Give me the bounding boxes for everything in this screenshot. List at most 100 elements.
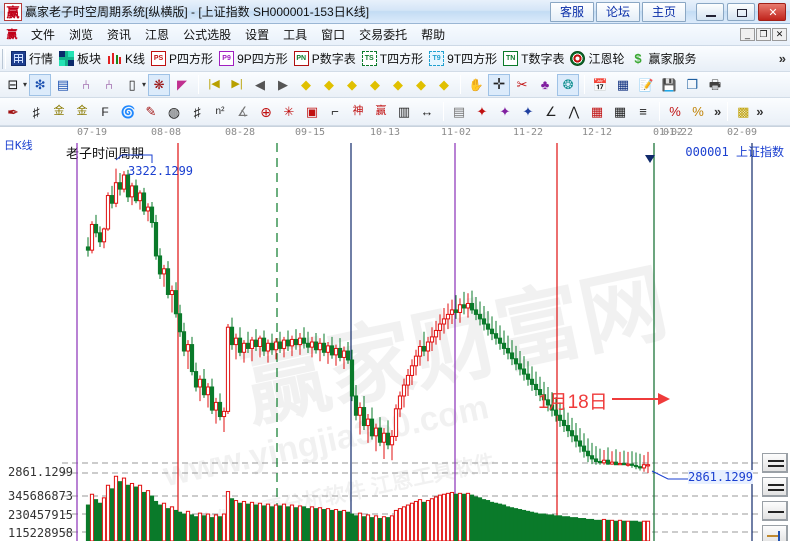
mdi-restore-button[interactable]: ❐ (756, 28, 771, 41)
indicator-9-button[interactable]: ⑃ (98, 74, 120, 96)
customer-service-button[interactable]: 客服 (550, 1, 594, 22)
toolbar-sector[interactable]: 板块 (57, 49, 105, 68)
toolbar-quotes[interactable]: 行情 (9, 49, 57, 68)
indicator-3-button[interactable]: ⑃ (75, 74, 97, 96)
menu-item-browse[interactable]: 浏览 (69, 28, 94, 42)
rays-red-button[interactable]: ✦ (471, 101, 493, 123)
ying-tool-button[interactable]: 赢 (370, 101, 392, 123)
percent-table-button[interactable]: % (687, 101, 709, 123)
flag-button[interactable]: ◤ (171, 74, 193, 96)
starburst-tool-button[interactable]: ✳ (278, 101, 300, 123)
compress-x-button[interactable]: ◆ (364, 74, 386, 96)
fan-lines-button[interactable]: ∠ (540, 101, 562, 123)
measure-tool-button[interactable]: ↔ (416, 101, 438, 123)
prev-button[interactable]: ◀ (249, 74, 271, 96)
gold-band-button[interactable]: 金 (71, 101, 93, 123)
menu-item-news[interactable]: 资讯 (107, 28, 132, 42)
shift-left-button[interactable]: ◆ (295, 74, 317, 96)
last-button[interactable]: ▶| (226, 74, 248, 96)
hand-tool-button[interactable]: ✋ (465, 74, 487, 96)
homepage-button[interactable]: 主页 (642, 1, 686, 22)
color-grid-button[interactable]: ▩ (732, 101, 754, 123)
menu-item-window[interactable]: 窗口 (321, 28, 346, 42)
toolbar-p-square[interactable]: PS P四方形 (149, 49, 217, 68)
drawing-overflow-button-2[interactable]: » (756, 104, 764, 119)
percent-line-button[interactable]: % (664, 101, 686, 123)
column-button[interactable]: ▯ (121, 74, 143, 96)
step-tool-button[interactable]: ⌐ (324, 101, 346, 123)
calendar-button[interactable]: 📅 (589, 74, 611, 96)
drawing-overflow-button[interactable]: » (714, 104, 722, 119)
brain-button[interactable]: ❂ (557, 73, 580, 96)
expand-y-button[interactable]: ◆ (387, 74, 409, 96)
marker-tool-button[interactable]: ✎ (140, 101, 162, 123)
toolbar-kline[interactable]: K线 (105, 49, 149, 68)
fit-view-button[interactable] (762, 501, 788, 521)
spiral-tool-button[interactable]: 🌀 (117, 101, 139, 123)
toolbar-p-number-table[interactable]: PN P数字表 (292, 49, 360, 68)
toolbar-9t-square[interactable]: T9 9T四方形 (427, 49, 501, 68)
scissors-button[interactable]: ✂ (511, 74, 533, 96)
ladder-tool-button[interactable]: ♯ (186, 101, 208, 123)
close-button[interactable]: ✕ (758, 2, 786, 21)
toolbar-overflow-button[interactable]: » (778, 51, 786, 66)
menu-item-formula-stock-pick[interactable]: 公式选股 (183, 28, 232, 42)
zoom-out-button[interactable] (762, 453, 788, 473)
mdi-close-button[interactable]: ✕ (772, 28, 787, 41)
forum-button[interactable]: 论坛 (596, 1, 640, 22)
rays-blue-button[interactable]: ✦ (517, 101, 539, 123)
fit-button[interactable]: ◆ (433, 74, 455, 96)
box-target-button[interactable]: ▣ (301, 101, 323, 123)
grid-black-button[interactable]: ▦ (609, 101, 631, 123)
circle-grid-button[interactable]: ◍ (163, 101, 185, 123)
menu-item-settings[interactable]: 设置 (245, 28, 270, 42)
menu-item-help[interactable]: 帮助 (421, 28, 446, 42)
toolbar-t-number-table[interactable]: TN T数字表 (501, 49, 568, 68)
crosshair-tool-button[interactable]: ✛ (488, 73, 511, 96)
toolbar-grip[interactable] (2, 48, 6, 69)
minimize-button[interactable] (696, 2, 724, 21)
calculator-button[interactable]: ▦ (612, 74, 634, 96)
copy-button[interactable]: ❐ (681, 74, 703, 96)
gold-ratio-button[interactable]: 金 (48, 101, 70, 123)
layout-button[interactable]: ⊟ (2, 74, 24, 96)
shen-tool-button[interactable]: 神 (347, 101, 369, 123)
network-button[interactable]: ❇ (29, 73, 52, 96)
parallel-button[interactable]: ≡ (632, 101, 654, 123)
print-button[interactable]: 🖶 (704, 74, 726, 96)
toolbar-9p-square[interactable]: P9 9P四方形 (217, 49, 292, 68)
sketch-button[interactable]: ❋ (148, 73, 171, 96)
menu-item-tools[interactable]: 工具 (283, 28, 308, 42)
fan-tool-button[interactable]: F (94, 101, 116, 123)
notes-button[interactable]: 📝 (635, 74, 657, 96)
next-button[interactable]: ▶ (272, 74, 294, 96)
fork-tool-button[interactable]: ♯ (25, 101, 47, 123)
zigzag-button[interactable]: ⋀ (563, 101, 585, 123)
maximize-button[interactable] (727, 2, 755, 21)
menu-item-file[interactable]: 文件 (31, 28, 56, 42)
mdi-minimize-button[interactable]: _ (740, 28, 755, 41)
layout-dropdown-icon[interactable]: ▾ (23, 80, 28, 89)
menu-item-trade-entrust[interactable]: 交易委托 (359, 28, 408, 42)
zoom-in-button[interactable] (762, 477, 788, 497)
first-button[interactable]: |◀ (203, 74, 225, 96)
report-button[interactable]: ▤ (52, 74, 74, 96)
rect-tool-button[interactable]: ▤ (448, 101, 470, 123)
compress-y-button[interactable]: ◆ (410, 74, 432, 96)
toolbar-gann-wheel[interactable]: 江恩轮 (568, 49, 628, 68)
toolbar-t-square[interactable]: TS T四方形 (360, 49, 427, 68)
scroll-right-button[interactable] (762, 525, 788, 541)
rays-purple-button[interactable]: ✦ (494, 101, 516, 123)
price-volume-plot[interactable] (0, 127, 790, 541)
angle-tool-button[interactable]: ∡ (232, 101, 254, 123)
column-dropdown-icon[interactable]: ▾ (142, 80, 147, 89)
target-tool-button[interactable]: ⊕ (255, 101, 277, 123)
shift-right-button[interactable]: ◆ (318, 74, 340, 96)
tree-button[interactable]: ♣ (534, 74, 556, 96)
grid-red-button[interactable]: ▦ (586, 101, 608, 123)
menu-item-gann[interactable]: 江恩 (145, 28, 170, 42)
pen-tool-button[interactable]: ✒ (2, 101, 24, 123)
toolbar-winner-service[interactable]: $ 赢家服务 (628, 49, 700, 68)
n2-tool-button[interactable]: n² (209, 101, 231, 123)
